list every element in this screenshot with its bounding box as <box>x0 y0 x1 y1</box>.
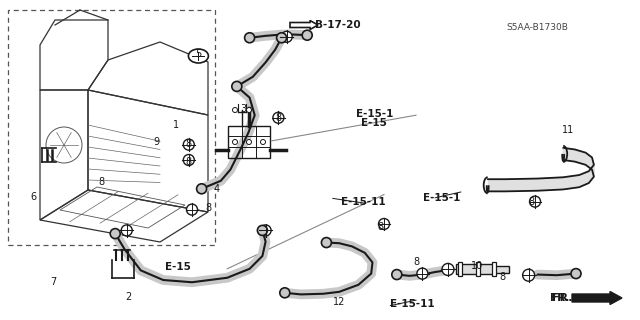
Circle shape <box>246 140 252 145</box>
Circle shape <box>442 263 454 276</box>
Circle shape <box>257 225 268 236</box>
Circle shape <box>246 108 252 113</box>
Text: FR.: FR. <box>550 293 570 303</box>
Text: 9: 9 <box>154 137 160 148</box>
Circle shape <box>232 81 242 92</box>
Text: 6: 6 <box>31 192 37 202</box>
Polygon shape <box>579 171 589 187</box>
Text: 10: 10 <box>470 260 483 271</box>
Polygon shape <box>488 179 506 191</box>
Polygon shape <box>575 149 586 165</box>
Text: E-15-1: E-15-1 <box>356 108 393 119</box>
Text: 8: 8 <box>378 222 384 232</box>
Bar <box>476 262 479 276</box>
Circle shape <box>378 219 390 229</box>
Circle shape <box>280 288 290 298</box>
Bar <box>458 262 461 276</box>
Text: E-15: E-15 <box>362 118 387 128</box>
Bar <box>228 126 270 158</box>
Text: FR.: FR. <box>552 293 585 303</box>
Circle shape <box>110 228 120 239</box>
Text: 8: 8 <box>499 272 506 282</box>
Circle shape <box>186 204 198 215</box>
FancyArrow shape <box>290 20 318 29</box>
Polygon shape <box>592 157 594 177</box>
Circle shape <box>417 268 428 279</box>
Ellipse shape <box>188 49 209 63</box>
Circle shape <box>281 31 292 42</box>
Circle shape <box>244 33 255 43</box>
Circle shape <box>392 269 402 280</box>
Polygon shape <box>563 148 575 162</box>
Text: 8: 8 <box>205 203 211 213</box>
Text: 7: 7 <box>50 276 56 287</box>
Text: E-15: E-15 <box>165 262 191 272</box>
Polygon shape <box>563 175 579 189</box>
Circle shape <box>183 139 195 150</box>
Text: E-15-11: E-15-11 <box>341 196 386 207</box>
Circle shape <box>273 112 284 123</box>
Bar <box>8 10 215 245</box>
Text: 3: 3 <box>240 104 246 114</box>
Text: 8: 8 <box>186 156 192 167</box>
Circle shape <box>232 140 237 145</box>
Text: 8: 8 <box>413 257 419 268</box>
Circle shape <box>183 155 195 165</box>
Circle shape <box>529 196 541 207</box>
Polygon shape <box>589 165 594 183</box>
Polygon shape <box>586 153 592 170</box>
Text: 4: 4 <box>213 184 220 194</box>
Text: E-15-11: E-15-11 <box>390 299 435 309</box>
Circle shape <box>260 140 266 145</box>
Text: 8: 8 <box>98 177 104 187</box>
Text: E-15-1: E-15-1 <box>423 193 460 204</box>
Text: 12: 12 <box>333 297 346 308</box>
Text: B-17-20: B-17-20 <box>315 20 360 30</box>
Text: 5: 5 <box>195 49 202 60</box>
Polygon shape <box>506 179 538 191</box>
Bar <box>492 262 495 276</box>
Circle shape <box>523 269 534 281</box>
Circle shape <box>232 108 237 113</box>
FancyArrow shape <box>572 292 622 305</box>
Polygon shape <box>538 177 563 191</box>
Text: 2: 2 <box>125 292 131 302</box>
Circle shape <box>321 237 332 248</box>
Circle shape <box>260 225 271 236</box>
Text: 1: 1 <box>173 120 179 130</box>
Circle shape <box>196 184 207 194</box>
Circle shape <box>121 225 132 236</box>
Text: S5AA-B1730B: S5AA-B1730B <box>507 23 568 32</box>
Circle shape <box>276 33 287 43</box>
Circle shape <box>571 268 581 279</box>
Text: 8: 8 <box>275 113 282 124</box>
Text: 8: 8 <box>528 196 534 207</box>
Text: 11: 11 <box>562 124 575 135</box>
Bar <box>456 264 493 275</box>
Text: 8: 8 <box>186 139 192 149</box>
Circle shape <box>302 30 312 40</box>
Bar <box>493 266 509 273</box>
